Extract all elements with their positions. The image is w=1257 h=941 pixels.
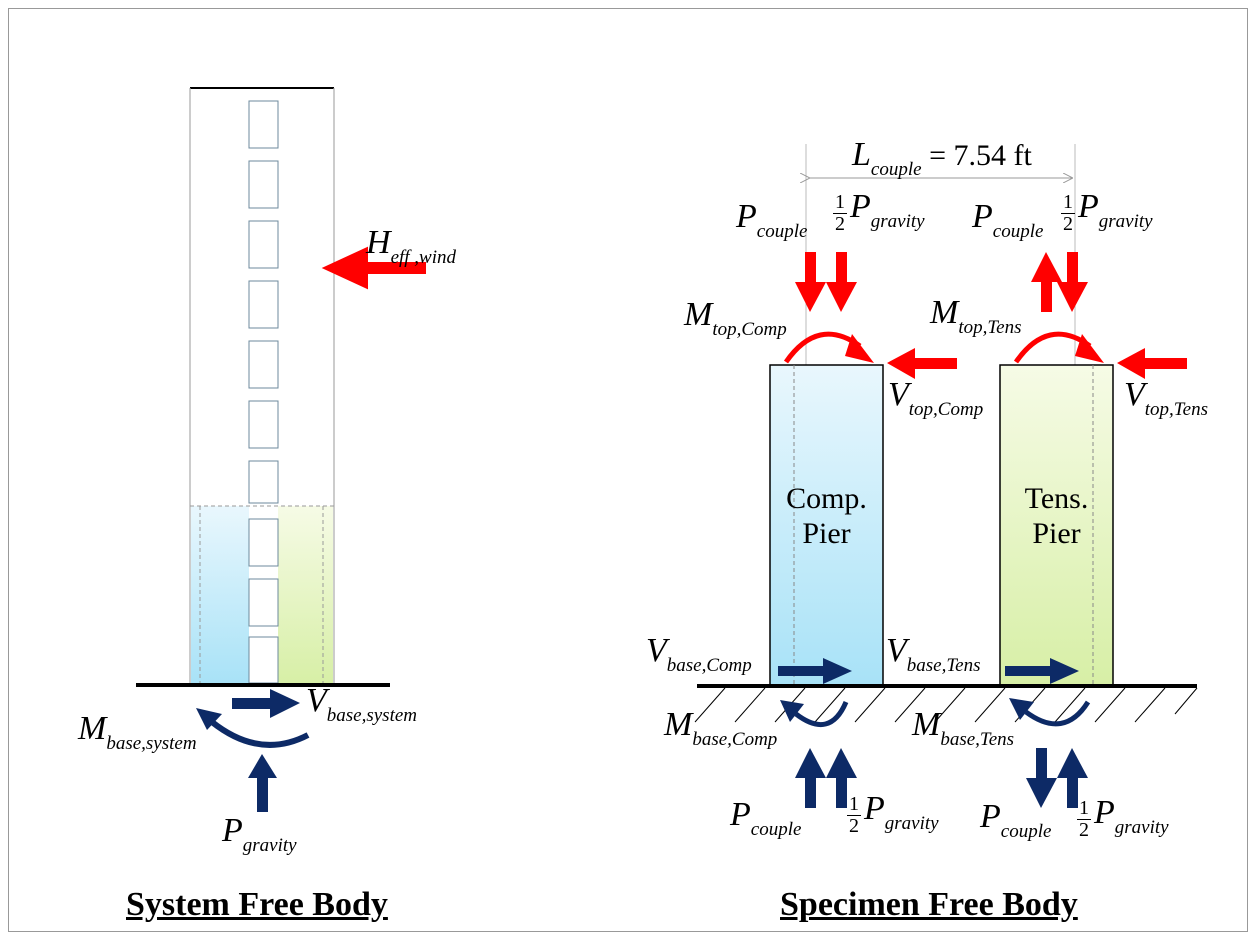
v-base-tens-label: Vbase,Tens <box>886 632 981 676</box>
p-couple-down-arrow-comp <box>795 252 826 312</box>
m-top-comp-arc <box>783 331 874 364</box>
specimen-free-body-caption: Specimen Free Body <box>780 886 1078 923</box>
v-top-comp-label: Vtop,Comp <box>888 376 984 420</box>
wind-arrow <box>321 246 426 290</box>
system-base-moment-arc <box>196 708 310 748</box>
p-couple-top-left-label: Pcouple <box>736 198 808 242</box>
m-top-tens-arc <box>1013 331 1104 364</box>
system-comp-pier <box>191 506 249 684</box>
comp-pier <box>769 364 884 686</box>
building-outline <box>189 87 335 684</box>
p-couple-up-arrow-tens <box>1031 252 1062 312</box>
m-base-system-label: Mbase,system <box>78 710 197 754</box>
v-base-comp-label: Vbase,Comp <box>646 632 752 676</box>
half-p-gravity-down-arrow-tens <box>1057 252 1088 312</box>
half-p-gravity-top-left-label: 1 2 Pgravity <box>833 188 925 235</box>
system-free-body <box>136 87 426 812</box>
m-top-tens-label: Mtop,Tens <box>930 294 1022 338</box>
specimen-free-body <box>694 144 1198 808</box>
system-tens-pier <box>278 506 333 684</box>
p-couple-top-right-label: Pcouple <box>972 198 1044 242</box>
m-top-comp-label: Mtop,Comp <box>684 296 787 340</box>
half-p-gravity-down-arrow-comp <box>826 252 857 312</box>
half-p-gravity-bottom-right-label: 1 2 Pgravity <box>1077 794 1169 841</box>
window-column <box>248 100 279 684</box>
tens-pier <box>999 364 1114 686</box>
figure-frame <box>8 8 1248 932</box>
m-base-comp-label: Mbase,Comp <box>664 706 778 750</box>
m-base-tens-label: Mbase,Tens <box>912 706 1015 750</box>
system-free-body-caption: System Free Body <box>126 886 388 923</box>
p-couple-bottom-right-label: Pcouple <box>980 798 1052 842</box>
system-gravity-arrow <box>248 754 277 812</box>
p-couple-bottom-left-label: Pcouple <box>730 796 802 840</box>
half-p-gravity-top-right-label: 1 2 Pgravity <box>1061 188 1153 235</box>
m-base-tens-arc <box>1009 698 1091 727</box>
h-eff-wind-label: Heff ,wind <box>366 224 457 268</box>
half-p-gravity-up-arrow-comp-base <box>826 748 857 808</box>
v-top-tens-arrow <box>1117 348 1187 379</box>
l-couple-label: Lcouple = 7.54 ft <box>852 136 1032 180</box>
half-p-gravity-bottom-left-label: 1 2 Pgravity <box>847 790 939 837</box>
p-couple-down-arrow-tens-base <box>1026 748 1057 808</box>
half-p-gravity-up-arrow-tens-base <box>1057 748 1088 808</box>
p-couple-up-arrow-comp-base <box>795 748 826 808</box>
p-gravity-system-label: Pgravity <box>222 812 297 856</box>
specimen-ground <box>694 684 1198 723</box>
v-base-system-label: Vbase,system <box>306 682 418 726</box>
v-top-tens-label: Vtop,Tens <box>1124 376 1208 420</box>
v-base-comp-arrow <box>778 658 852 684</box>
system-base-shear-arrow <box>232 689 300 718</box>
v-base-tens-arrow <box>1005 658 1079 684</box>
tens-pier-label: Tens. Pier <box>1024 482 1089 550</box>
m-base-comp-arc <box>780 700 849 727</box>
v-top-comp-arrow <box>887 348 957 379</box>
comp-pier-label: Comp. Pier <box>786 482 867 550</box>
